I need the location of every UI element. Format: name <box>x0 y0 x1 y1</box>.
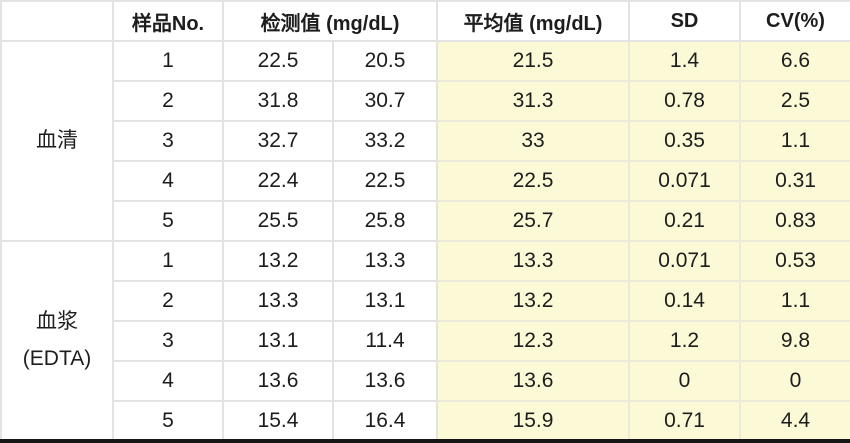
sd-cell: 0.21 <box>628 200 741 242</box>
mean-value-cell: 22.5 <box>436 160 630 202</box>
sd-cell: 1.2 <box>628 320 741 362</box>
measured-value-1-cell: 25.5 <box>222 200 334 242</box>
table-row: 2 13.3 13.1 13.2 0.14 1.1 <box>1 280 850 322</box>
table-row: 5 15.4 16.4 15.9 0.71 4.4 <box>1 400 850 442</box>
measured-value-2-cell: 25.8 <box>332 200 438 242</box>
mean-value-cell: 33 <box>436 120 630 162</box>
group-label-0: 血清 <box>0 40 114 242</box>
measured-value-1-cell: 32.7 <box>222 120 334 162</box>
sample-no-cell: 1 <box>112 240 224 282</box>
measured-value-2-cell: 20.5 <box>332 40 438 82</box>
measured-value-1-cell: 31.8 <box>222 80 334 122</box>
table-row: 3 13.1 11.4 12.3 1.2 9.8 <box>1 320 850 362</box>
measured-value-1-cell: 13.6 <box>222 360 334 402</box>
group-label-1: 血浆 (EDTA) <box>0 240 114 442</box>
header-mean-value: 平均值 (mg/dL) <box>436 0 630 42</box>
mean-value-cell: 13.2 <box>436 280 630 322</box>
cv-cell: 0.83 <box>739 200 850 242</box>
sample-no-cell: 4 <box>112 360 224 402</box>
sd-cell: 0.071 <box>628 240 741 282</box>
header-cv: CV(%) <box>739 0 850 42</box>
measured-value-2-cell: 30.7 <box>332 80 438 122</box>
cv-cell: 0 <box>739 360 850 402</box>
sample-no-cell: 3 <box>112 320 224 362</box>
table-row: 3 32.7 33.2 33 0.35 1.1 <box>1 120 850 162</box>
measured-value-1-cell: 13.1 <box>222 320 334 362</box>
mean-value-cell: 13.3 <box>436 240 630 282</box>
measured-value-2-cell: 22.5 <box>332 160 438 202</box>
sample-no-cell: 5 <box>112 200 224 242</box>
measured-value-1-cell: 13.3 <box>222 280 334 322</box>
sample-no-cell: 5 <box>112 400 224 442</box>
sample-no-cell: 4 <box>112 160 224 202</box>
cv-cell: 1.1 <box>739 280 850 322</box>
sample-no-cell: 1 <box>112 40 224 82</box>
measured-value-2-cell: 16.4 <box>332 400 438 442</box>
sd-cell: 0.14 <box>628 280 741 322</box>
measured-value-2-cell: 11.4 <box>332 320 438 362</box>
cv-cell: 2.5 <box>739 80 850 122</box>
mean-value-cell: 25.7 <box>436 200 630 242</box>
sample-no-cell: 2 <box>112 80 224 122</box>
cv-cell: 4.4 <box>739 400 850 442</box>
table-row: 4 22.4 22.5 22.5 0.071 0.31 <box>1 160 850 202</box>
table-row: 2 31.8 30.7 31.3 0.78 2.5 <box>1 80 850 122</box>
table-row: 血清 1 22.5 20.5 21.5 1.4 6.6 <box>0 40 850 242</box>
sd-cell: 0 <box>628 360 741 402</box>
header-group-blank <box>0 0 114 42</box>
cv-cell: 0.53 <box>739 240 850 282</box>
sd-cell: 0.78 <box>628 80 741 122</box>
header-measured-value: 检测值 (mg/dL) <box>222 0 438 42</box>
sd-cell: 0.35 <box>628 120 741 162</box>
measured-value-2-cell: 13.6 <box>332 360 438 402</box>
sample-no-cell: 2 <box>112 280 224 322</box>
mean-value-cell: 31.3 <box>436 80 630 122</box>
table-row: 4 13.6 13.6 13.6 0 0 <box>1 360 850 402</box>
cv-cell: 1.1 <box>739 120 850 162</box>
cv-cell: 6.6 <box>739 40 850 82</box>
measured-value-1-cell: 22.5 <box>222 40 334 82</box>
measured-value-1-cell: 13.2 <box>222 240 334 282</box>
sample-no-cell: 3 <box>112 120 224 162</box>
mean-value-cell: 15.9 <box>436 400 630 442</box>
measured-value-2-cell: 13.1 <box>332 280 438 322</box>
mean-value-cell: 21.5 <box>436 40 630 82</box>
cv-cell: 0.31 <box>739 160 850 202</box>
sd-cell: 0.71 <box>628 400 741 442</box>
measured-value-2-cell: 33.2 <box>332 120 438 162</box>
sd-cell: 1.4 <box>628 40 741 82</box>
sd-cell: 0.071 <box>628 160 741 202</box>
measured-value-1-cell: 22.4 <box>222 160 334 202</box>
cv-cell: 9.8 <box>739 320 850 362</box>
mean-value-cell: 12.3 <box>436 320 630 362</box>
table-row: 5 25.5 25.8 25.7 0.21 0.83 <box>1 200 850 242</box>
header-sd: SD <box>628 0 741 42</box>
measured-value-1-cell: 15.4 <box>222 400 334 442</box>
table-row: 血浆 (EDTA) 1 13.2 13.3 13.3 0.071 0.53 <box>0 240 850 442</box>
measured-value-2-cell: 13.3 <box>332 240 438 282</box>
mean-value-cell: 13.6 <box>436 360 630 402</box>
header-sample-no: 样品No. <box>112 0 224 42</box>
header-row: 样品No. 检测值 (mg/dL) 平均值 (mg/dL) SD CV(%) <box>0 0 850 42</box>
